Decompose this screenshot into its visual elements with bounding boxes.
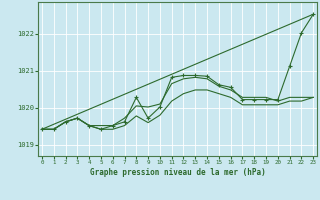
X-axis label: Graphe pression niveau de la mer (hPa): Graphe pression niveau de la mer (hPa) bbox=[90, 168, 266, 177]
